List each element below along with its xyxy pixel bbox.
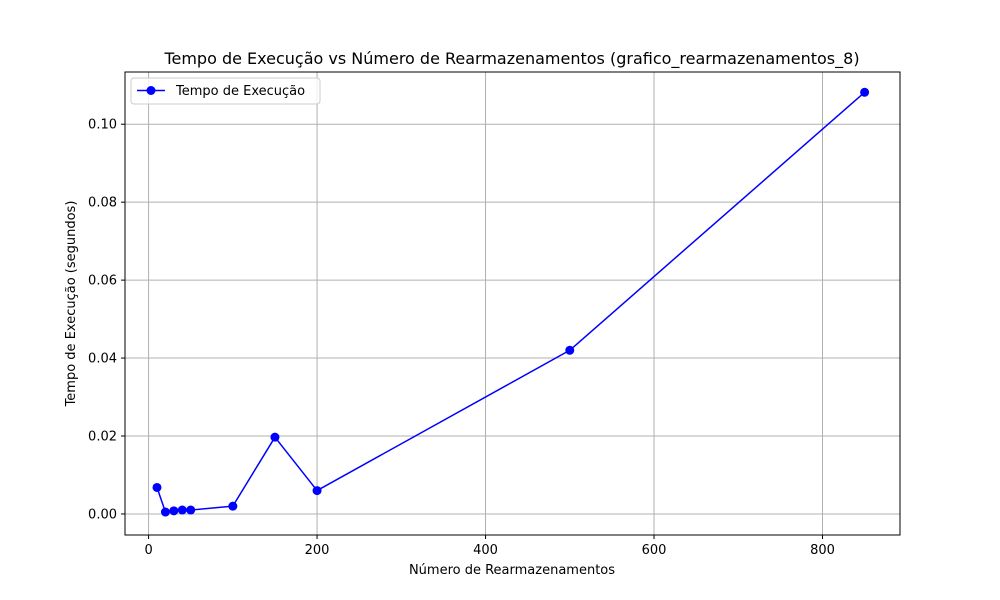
data-point [160,507,170,517]
y-tick-label: 0.08 [88,196,117,211]
data-point [270,432,280,442]
y-tick-label: 0.02 [88,430,117,445]
data-point [169,506,179,516]
x-tick-label: 200 [305,543,330,558]
y-axis-title: Tempo de Execução (segundos) [64,201,79,408]
x-axis-ticks: 0 200 400 600 800 [144,535,835,558]
y-tick-label: 0.10 [88,118,117,133]
chart-title: Tempo de Execução vs Número de Rearmazen… [163,49,859,69]
data-point [565,345,575,355]
grid-lines [125,72,900,535]
x-tick-label: 600 [642,543,667,558]
x-tick-label: 400 [473,543,498,558]
y-tick-label: 0.00 [88,507,117,522]
legend-box [130,77,321,105]
legend-label: Tempo de Execução [175,84,305,99]
data-point [228,501,238,511]
x-tick-label: 0 [144,543,152,558]
data-point [312,486,322,496]
data-point [152,482,162,492]
legend-marker [146,86,156,95]
data-point [860,87,870,97]
data-point [177,505,187,515]
plot-frame [124,71,901,536]
x-tick-label: 800 [810,543,835,558]
legend: Tempo de Execução [130,77,321,105]
y-tick-label: 0.04 [88,352,117,367]
y-tick-label: 0.06 [88,274,117,289]
y-axis-ticks: 0.00 0.02 0.04 0.06 0.08 0.10 [88,118,125,522]
series-group [152,87,870,517]
data-point [186,505,196,515]
x-axis-title: Número de Rearmazenamentos [409,563,615,578]
